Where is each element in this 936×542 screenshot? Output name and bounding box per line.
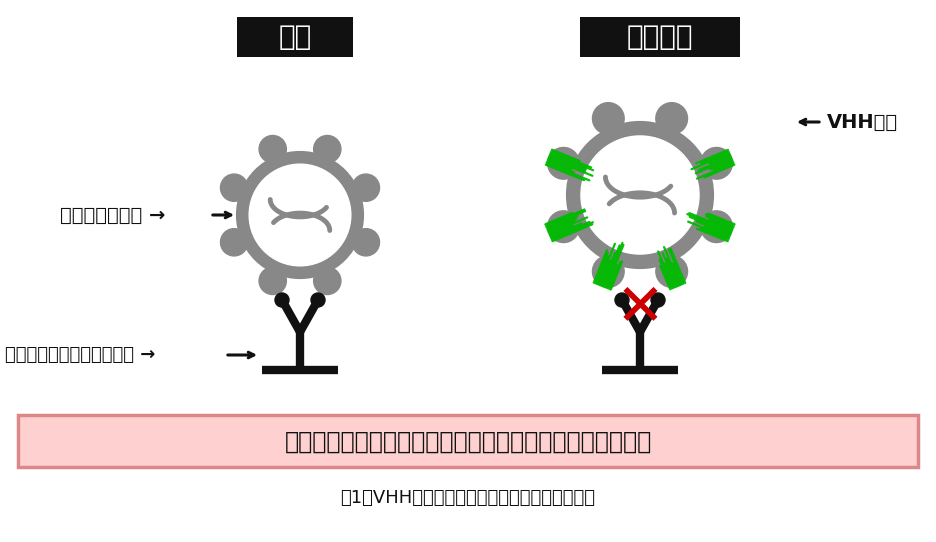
Circle shape bbox=[548, 147, 579, 179]
Text: 抗体が結合することで、ウイルスの受容体への結合を阻害: 抗体が結合することで、ウイルスの受容体への結合を阻害 bbox=[285, 430, 651, 454]
Circle shape bbox=[314, 267, 341, 294]
Text: ヒト細胞に存在する受容体 →: ヒト細胞に存在する受容体 → bbox=[5, 346, 155, 364]
Circle shape bbox=[651, 293, 665, 307]
FancyBboxPatch shape bbox=[580, 17, 740, 57]
Circle shape bbox=[259, 136, 286, 163]
Circle shape bbox=[656, 256, 688, 287]
Text: ✕: ✕ bbox=[616, 280, 665, 337]
Text: VHH抗体: VHH抗体 bbox=[827, 113, 899, 132]
Circle shape bbox=[548, 211, 579, 242]
Circle shape bbox=[656, 102, 688, 134]
Circle shape bbox=[568, 123, 712, 267]
Circle shape bbox=[311, 293, 325, 307]
Circle shape bbox=[592, 102, 624, 134]
Circle shape bbox=[259, 267, 286, 294]
Circle shape bbox=[314, 136, 341, 163]
Circle shape bbox=[592, 256, 624, 287]
Circle shape bbox=[701, 211, 732, 242]
Text: 感染抑制: 感染抑制 bbox=[627, 23, 694, 51]
Text: コロナウイルス →: コロナウイルス → bbox=[60, 205, 166, 224]
Circle shape bbox=[275, 293, 289, 307]
Circle shape bbox=[238, 153, 362, 277]
Circle shape bbox=[221, 174, 248, 202]
Circle shape bbox=[615, 293, 629, 307]
Circle shape bbox=[249, 164, 351, 266]
Circle shape bbox=[581, 136, 699, 254]
Circle shape bbox=[352, 229, 379, 256]
Circle shape bbox=[701, 147, 732, 179]
Circle shape bbox=[221, 229, 248, 256]
FancyBboxPatch shape bbox=[18, 415, 918, 467]
Text: 感染: 感染 bbox=[278, 23, 312, 51]
Text: 図1　VHH抗体によるコロナウイルスの感染抑制: 図1 VHH抗体によるコロナウイルスの感染抑制 bbox=[341, 489, 595, 507]
Circle shape bbox=[352, 174, 379, 202]
FancyBboxPatch shape bbox=[237, 17, 353, 57]
